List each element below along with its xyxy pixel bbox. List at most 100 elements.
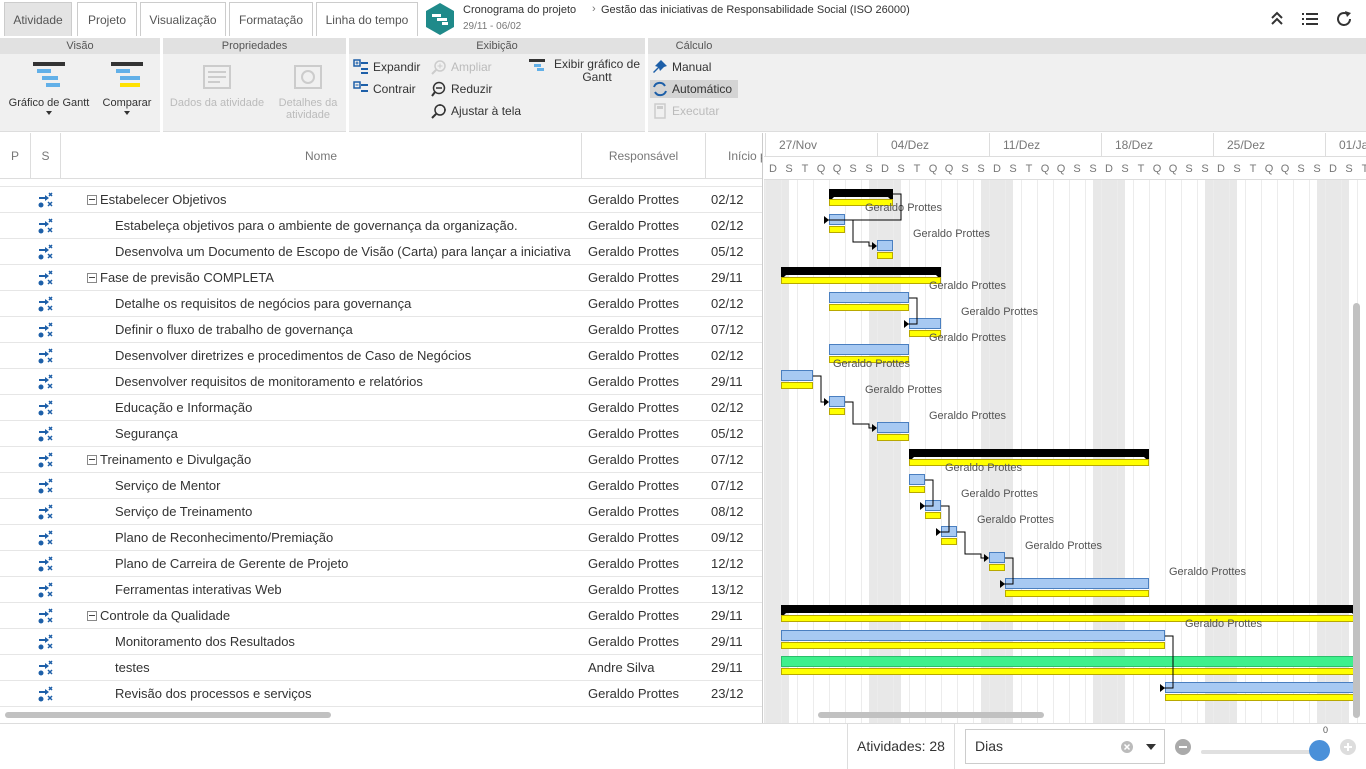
column-header-s[interactable]: S	[31, 133, 61, 179]
table-row[interactable]: Desenvolver diretrizes e procedimentos d…	[0, 343, 762, 369]
task-data-button[interactable]: Dados da atividade	[169, 60, 265, 109]
task-mode-icon[interactable]	[37, 634, 53, 650]
task-name[interactable]: Controle da Qualidade	[100, 608, 231, 623]
column-header-start[interactable]: Início p	[728, 149, 763, 163]
task-mode-icon[interactable]	[37, 530, 53, 546]
table-row[interactable]: Segurança Geraldo Prottes 05/12	[0, 421, 762, 447]
column-header-owner[interactable]: Responsável	[582, 133, 706, 179]
task-name[interactable]: Treinamento e Divulgação	[100, 452, 252, 467]
tab-formatacao[interactable]: Formatação	[229, 2, 313, 36]
task-name[interactable]: testes	[115, 660, 150, 675]
collapse-toggle-icon[interactable]	[87, 195, 97, 205]
task-mode-icon[interactable]	[37, 660, 53, 676]
table-row[interactable]: Desenvolver requisitos de monitoramento …	[0, 369, 762, 395]
task-mode-icon[interactable]	[37, 556, 53, 572]
manual-calc-button[interactable]: Manual	[650, 58, 738, 76]
collapse-up-icon[interactable]	[1268, 10, 1286, 28]
table-row[interactable]: Detalhe os requisitos de negócios para g…	[0, 291, 762, 317]
collapse-button[interactable]: Contrair	[353, 80, 416, 98]
run-calc-button[interactable]: Executar	[650, 102, 719, 120]
timescale-select[interactable]: Dias	[965, 729, 1165, 764]
table-row[interactable]: Desenvolva um Documento de Escopo de Vis…	[0, 239, 762, 265]
table-row[interactable]: Definir o fluxo de trabalho de governanç…	[0, 317, 762, 343]
task-details-button[interactable]: Detalhes da atividade	[275, 60, 341, 121]
task-name[interactable]: Estabelecer Objetivos	[100, 192, 227, 207]
table-row[interactable]: testes Andre Silva 29/11	[0, 655, 762, 681]
collapse-toggle-icon[interactable]	[87, 455, 97, 465]
task-name[interactable]: Serviço de Treinamento	[115, 504, 253, 519]
task-mode-icon[interactable]	[37, 296, 53, 312]
task-name[interactable]: Desenvolva um Documento de Escopo de Vis…	[115, 244, 571, 259]
task-name[interactable]: Ferramentas interativas Web	[115, 582, 282, 597]
table-row[interactable]: Revisão dos processos e serviços Geraldo …	[0, 681, 762, 707]
tab-linha-do-tempo[interactable]: Linha do tempo	[316, 2, 418, 36]
table-row[interactable]: Serviço de Mentor Geraldo Prottes 07/12	[0, 473, 762, 499]
gantt-horizontal-scrollbar[interactable]	[818, 712, 1044, 718]
task-mode-icon[interactable]	[37, 218, 53, 234]
column-header-name[interactable]: Nome	[61, 133, 582, 179]
task-name[interactable]: Estabeleça objetivos para o ambiente de …	[115, 218, 518, 233]
zoom-plus-icon[interactable]	[1340, 739, 1356, 755]
gantt-view-button[interactable]: Gráfico de Gantt	[6, 60, 92, 115]
zoom-minus-icon[interactable]	[1175, 739, 1191, 755]
task-mode-icon[interactable]	[37, 374, 53, 390]
task-mode-icon[interactable]	[37, 504, 53, 520]
table-row[interactable]: Educação e Informação Geraldo Prottes 02/1…	[0, 395, 762, 421]
tab-visualizacao[interactable]: Visualização	[140, 2, 226, 36]
table-row[interactable]: Fase de previsão COMPLETA Geraldo Prottes…	[0, 265, 762, 291]
collapse-toggle-icon[interactable]	[87, 611, 97, 621]
refresh-icon[interactable]	[1335, 10, 1353, 28]
task-mode-icon[interactable]	[37, 686, 53, 702]
chevron-down-icon[interactable]	[1146, 744, 1156, 750]
task-name[interactable]: Plano de Carreira de Gerente de Projeto	[115, 556, 349, 571]
show-gantt-button[interactable]: Exibir gráfico de Gantt	[529, 58, 643, 88]
task-mode-icon[interactable]	[37, 400, 53, 416]
zoom-in-button[interactable]: Ampliar	[431, 58, 492, 76]
vertical-scrollbar[interactable]	[1353, 303, 1360, 718]
task-name[interactable]: Detalhe os requisitos de negócios para g…	[115, 296, 412, 311]
table-row[interactable]: Plano de Reconhecimento/Premiação Geraldo…	[0, 525, 762, 551]
task-mode-icon[interactable]	[37, 244, 53, 260]
task-mode-icon[interactable]	[37, 608, 53, 624]
tab-atividade[interactable]: Atividade	[4, 2, 72, 36]
zoom-slider-handle[interactable]	[1309, 740, 1330, 761]
table-row[interactable]: Plano de Carreira de Gerente de Projeto G…	[0, 551, 762, 577]
grid-horizontal-scrollbar[interactable]	[5, 712, 331, 718]
task-name[interactable]: Serviço de Mentor	[115, 478, 221, 493]
table-row[interactable]: Serviço de Treinamento Geraldo Prottes 08/…	[0, 499, 762, 525]
task-name[interactable]: Segurança	[115, 426, 178, 441]
fit-screen-button[interactable]: Ajustar à tela	[431, 102, 521, 120]
task-name[interactable]: Educação e Informação	[115, 400, 253, 415]
zoom-out-button[interactable]: Reduzir	[431, 80, 492, 98]
task-name[interactable]: Revisão dos processos e serviços	[115, 686, 312, 701]
table-row[interactable]: Treinamento e Divulgação Geraldo Prottes 0…	[0, 447, 762, 473]
task-mode-icon[interactable]	[37, 478, 53, 494]
table-row[interactable]: Monitoramento dos Resultados Geraldo Prot…	[0, 629, 762, 655]
task-mode-icon[interactable]	[37, 452, 53, 468]
clear-icon[interactable]	[1121, 741, 1133, 753]
task-name[interactable]: Monitoramento dos Resultados	[115, 634, 295, 649]
task-name[interactable]: Desenvolver diretrizes e procedimentos d…	[115, 348, 472, 363]
task-mode-icon[interactable]	[37, 322, 53, 338]
column-header-p[interactable]: P	[0, 133, 31, 179]
table-row[interactable]: Ferramentas interativas Web Geraldo Prott…	[0, 577, 762, 603]
task-mode-icon[interactable]	[37, 426, 53, 442]
task-name[interactable]: Fase de previsão COMPLETA	[100, 270, 274, 285]
collapse-toggle-icon[interactable]	[87, 273, 97, 283]
table-row[interactable]: Estabeleça objetivos para o ambiente de …	[0, 213, 762, 239]
task-mode-icon[interactable]	[37, 582, 53, 598]
task-mode-icon[interactable]	[37, 270, 53, 286]
task-name[interactable]: Plano de Reconhecimento/Premiação	[115, 530, 334, 545]
list-icon[interactable]	[1301, 10, 1319, 28]
task-name[interactable]: Desenvolver requisitos de monitoramento …	[115, 374, 423, 389]
table-row[interactable]: Controle da Qualidade Geraldo Prottes 29/1…	[0, 603, 762, 629]
tab-projeto[interactable]: Projeto	[77, 2, 137, 36]
zoom-slider-track[interactable]	[1201, 750, 1321, 754]
auto-calc-button[interactable]: Automático	[650, 80, 738, 98]
table-row[interactable]: Estabelecer Objetivos Geraldo Prottes 02/1…	[0, 187, 762, 213]
expand-button[interactable]: Expandir	[353, 58, 420, 76]
task-name[interactable]: Definir o fluxo de trabalho de governanç…	[115, 322, 353, 337]
task-mode-icon[interactable]	[37, 348, 53, 364]
compare-button[interactable]: Comparar	[98, 60, 156, 115]
task-mode-icon[interactable]	[37, 192, 53, 208]
